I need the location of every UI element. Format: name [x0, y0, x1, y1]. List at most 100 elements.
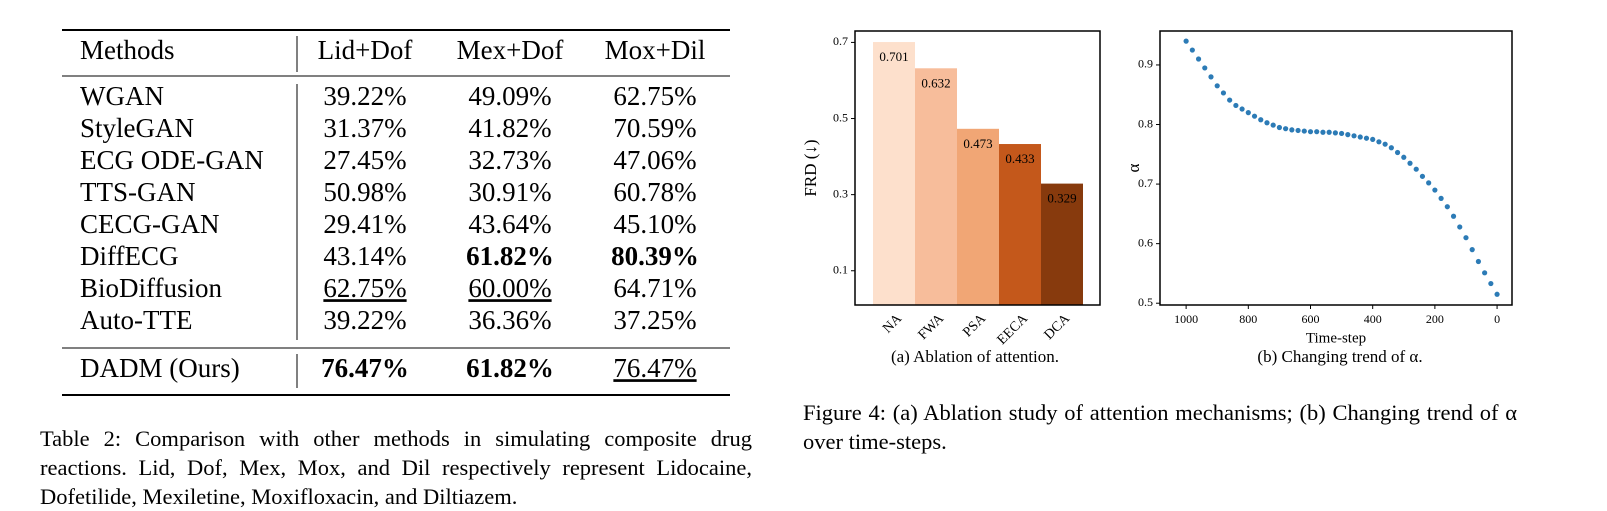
table-header: Mox+Dil [605, 35, 706, 65]
point [1314, 129, 1320, 135]
y-tick-label: 0.9 [1138, 57, 1153, 71]
point [1239, 106, 1245, 112]
table-cell: 36.36% [468, 305, 551, 335]
table-cell: 62.75% [323, 273, 406, 303]
point [1413, 166, 1419, 172]
table-row-label: Auto-TTE [80, 305, 192, 335]
x-axis-label: Time-step [1306, 330, 1366, 346]
table-cell: 45.10% [613, 209, 696, 239]
x-tick-label: NA [880, 311, 906, 337]
y-axis-label: FRD (↓) [801, 139, 820, 196]
point [1444, 204, 1450, 210]
x-tick-label: 600 [1302, 312, 1320, 326]
y-tick-label: 0.8 [1138, 116, 1153, 130]
y-tick-label: 0.7 [1138, 176, 1153, 190]
point [1195, 56, 1202, 62]
table-cell: 27.45% [323, 145, 406, 175]
table-cell: 76.47% [613, 353, 696, 383]
figure-canvas: Methods Lid+Dof Mex+Dof Mox+Dil WGAN 39.22% 49… [62, 29, 1513, 396]
y-tick-label: 0.5 [1138, 295, 1153, 309]
point [1363, 135, 1370, 141]
point [1426, 180, 1432, 186]
point [1258, 117, 1264, 123]
table-cell: 61.82% [466, 353, 554, 383]
point [1202, 65, 1208, 71]
point [1220, 90, 1227, 96]
data-label: 0.473 [963, 136, 992, 151]
point [1482, 270, 1488, 276]
subcaption: (a) Ablation of attention. [891, 347, 1059, 366]
point [1251, 113, 1258, 119]
y-tick-label: 0.6 [1138, 235, 1153, 249]
point [1338, 130, 1345, 137]
bar [999, 144, 1041, 305]
point [1320, 129, 1326, 135]
point [1270, 122, 1276, 128]
point [1388, 145, 1394, 151]
y-tick-label: 0.7 [833, 34, 848, 48]
axes-frame [854, 30, 1101, 306]
point [1332, 130, 1338, 136]
table-cell: 32.73% [468, 145, 551, 175]
point [1494, 291, 1500, 297]
point [1264, 120, 1270, 126]
point [1208, 74, 1214, 80]
bar [873, 42, 915, 306]
point [1432, 187, 1438, 193]
table-cell: 31.37% [323, 113, 406, 143]
table-cell: 50.98% [323, 177, 406, 207]
point [1245, 110, 1251, 116]
table-cell: 60.00% [468, 273, 551, 303]
table-row-label: StyleGAN [80, 113, 194, 143]
point [1295, 127, 1301, 134]
data-label: 0.701 [879, 49, 908, 64]
table-cell: 76.47% [321, 353, 409, 383]
point [1183, 38, 1189, 44]
x-tick-label: 800 [1239, 312, 1257, 326]
table-cell: 30.91% [468, 177, 551, 207]
point [1450, 213, 1457, 219]
x-tick-label: 0 [1494, 312, 1500, 326]
point [1463, 235, 1469, 241]
table-cell: 39.22% [323, 81, 406, 111]
table-header: Methods [80, 35, 175, 65]
table-cell: 49.09% [468, 81, 551, 111]
point [1345, 132, 1351, 138]
figure-caption: Figure 4: (a) Ablation study of attentio… [803, 400, 1517, 454]
table-cell: 60.78% [613, 177, 696, 207]
table-row-label: TTS-GAN [80, 177, 196, 207]
data-label: 0.632 [921, 75, 950, 90]
point [1351, 133, 1357, 139]
table-row-label: BioDiffusion [80, 273, 223, 303]
table-row-label: CECG-GAN [80, 209, 220, 239]
point [1394, 149, 1401, 156]
x-tick-label: DCA [1042, 311, 1074, 343]
table-header: Mex+Dof [457, 35, 564, 65]
table-header: Lid+Dof [318, 35, 413, 65]
table-row-label: WGAN [80, 81, 164, 111]
y-axis-label: α [1124, 163, 1143, 172]
point [1475, 258, 1482, 265]
x-tick-label: EECA [995, 311, 1032, 348]
point [1227, 97, 1233, 103]
point [1469, 247, 1475, 253]
point [1307, 129, 1314, 135]
x-tick-label: 400 [1364, 312, 1382, 326]
x-tick-label: PSA [960, 311, 989, 340]
x-tick-label: FWA [916, 311, 948, 343]
table-cell: 62.75% [613, 81, 696, 111]
point [1189, 47, 1195, 53]
table-row-label: DiffECG [80, 241, 179, 271]
x-tick-label: 200 [1426, 312, 1444, 326]
point [1370, 136, 1376, 143]
point [1326, 129, 1332, 135]
table-cell: 43.14% [323, 241, 406, 271]
point [1276, 124, 1283, 131]
point [1438, 195, 1444, 201]
table-caption: Table 2: Comparison with other methods i… [40, 426, 752, 509]
point [1457, 224, 1463, 230]
point [1214, 83, 1220, 89]
data-label: 0.329 [1047, 191, 1076, 206]
bar [915, 68, 957, 306]
table-cell: 64.71% [613, 273, 696, 303]
